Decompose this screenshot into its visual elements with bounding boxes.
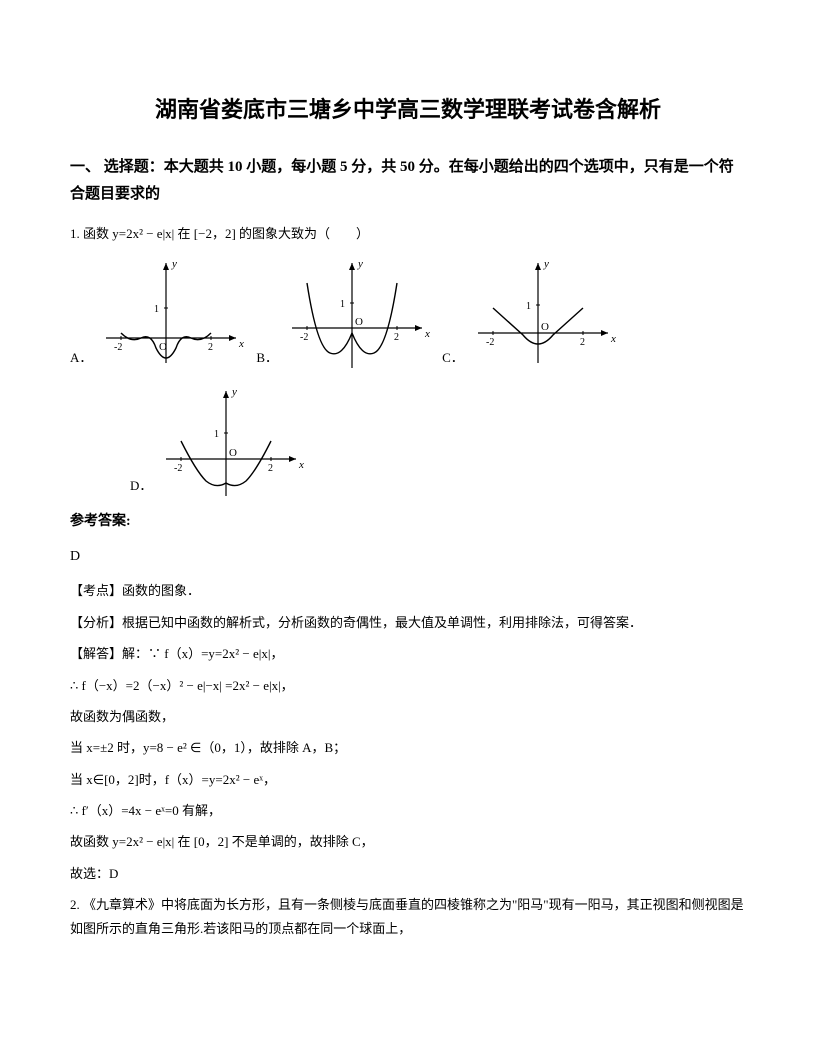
answer-letter: D xyxy=(70,544,746,569)
svg-text:y: y xyxy=(357,258,363,270)
svg-text:-2: -2 xyxy=(300,332,308,343)
svg-text:1: 1 xyxy=(214,429,219,440)
analysis-point: 【考点】函数的图象． xyxy=(70,579,746,602)
graph-a: O x y -2 2 1 xyxy=(96,253,246,373)
option-c-label: C． xyxy=(442,346,464,373)
svg-text:y: y xyxy=(231,386,237,398)
origin-label: O xyxy=(159,341,167,353)
question-1-text: 1. 函数 y=2x² − e|x| 在 [−2，2] 的图象大致为（ ） xyxy=(70,222,746,245)
option-d-row: D． O x y -2 2 1 xyxy=(130,381,746,501)
svg-text:2: 2 xyxy=(208,342,213,353)
question-2-text: 2. 《九章算术》中将底面为长方形，且有一条侧棱与底面垂直的四棱锥称之为"阳马"… xyxy=(70,893,746,940)
option-c: C． O x y -2 2 1 xyxy=(442,253,618,373)
answer-header: 参考答案: xyxy=(70,509,746,534)
page-title: 湖南省娄底市三塘乡中学高三数学理联考试卷含解析 xyxy=(70,90,746,130)
svg-text:y: y xyxy=(171,258,177,270)
option-a: A． O x y -2 2 1 xyxy=(70,253,246,373)
analysis-step6: ∴ f′（x）=4x − eˣ=0 有解， xyxy=(70,799,746,822)
option-a-label: A． xyxy=(70,346,92,373)
svg-text:y: y xyxy=(543,258,549,270)
svg-text:x: x xyxy=(298,459,304,471)
svg-text:-2: -2 xyxy=(486,337,494,348)
svg-text:O: O xyxy=(355,316,363,328)
graph-c: O x y -2 2 1 xyxy=(468,253,618,373)
option-b-label: B． xyxy=(256,346,278,373)
analysis-step1: 【解答】解：∵ f（x）=y=2x² − e|x|， xyxy=(70,642,746,665)
section-header: 一、 选择题：本大题共 10 小题，每小题 5 分，共 50 分。在每小题给出的… xyxy=(70,154,746,208)
option-d-label: D． xyxy=(130,474,152,501)
analysis-desc: 【分析】根据已知中函数的解析式，分析函数的奇偶性，最大值及单调性，利用排除法，可… xyxy=(70,611,746,634)
svg-text:-2: -2 xyxy=(174,463,182,474)
svg-text:2: 2 xyxy=(394,332,399,343)
analysis-step2: ∴ f（−x）=2（−x）² − e|−x| =2x² − e|x|， xyxy=(70,674,746,697)
svg-text:1: 1 xyxy=(340,299,345,310)
analysis-step8: 故选：D xyxy=(70,862,746,885)
analysis-step3: 故函数为偶函数， xyxy=(70,705,746,728)
svg-text:x: x xyxy=(238,338,244,350)
svg-text:1: 1 xyxy=(154,304,159,315)
svg-text:x: x xyxy=(610,333,616,345)
option-b: B． O x y -2 2 1 xyxy=(256,253,432,373)
svg-text:x: x xyxy=(424,328,430,340)
svg-text:1: 1 xyxy=(526,301,531,312)
graph-b: O x y -2 2 1 xyxy=(282,253,432,373)
analysis-step5: 当 x∈[0，2]时，f（x）=y=2x² − eˣ， xyxy=(70,768,746,791)
svg-text:-2: -2 xyxy=(114,342,122,353)
svg-text:O: O xyxy=(541,321,549,333)
svg-text:O: O xyxy=(229,447,237,459)
svg-text:2: 2 xyxy=(580,337,585,348)
svg-text:2: 2 xyxy=(268,463,273,474)
analysis-step4: 当 x=±2 时，y=8 − e² ∈（0，1），故排除 A，B； xyxy=(70,736,746,759)
graph-d: O x y -2 2 1 xyxy=(156,381,306,501)
analysis-step7: 故函数 y=2x² − e|x| 在 [0，2] 不是单调的，故排除 C， xyxy=(70,830,746,853)
options-row-abc: A． O x y -2 2 1 B． O x y xyxy=(70,253,746,373)
